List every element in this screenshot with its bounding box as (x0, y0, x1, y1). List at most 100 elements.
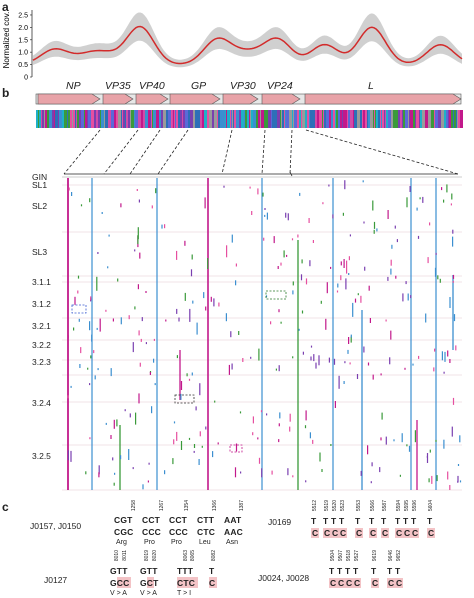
gene-vp30: VP30 (230, 80, 256, 92)
mutation-tick (426, 453, 429, 463)
mutation-tick (273, 236, 275, 244)
strip-cell (138, 110, 140, 128)
alt-codon-4: CTC (197, 527, 216, 537)
mutation-tick (348, 337, 350, 344)
strip-cell (374, 110, 375, 128)
mutation-tick (444, 351, 446, 362)
strip-cell (451, 110, 453, 128)
strip-cell (370, 110, 373, 128)
strip-cell (307, 110, 309, 128)
mutation-tick (87, 367, 89, 370)
mutation-tick (78, 318, 80, 322)
zoom-line (305, 129, 459, 175)
mutation-tick (89, 198, 91, 203)
mutation-tick (132, 342, 134, 353)
mutation-tick (394, 225, 396, 229)
mutation-tick (191, 372, 193, 376)
mutation-tick (298, 328, 300, 331)
mutation-tick (455, 345, 457, 351)
strip-cell (441, 110, 443, 128)
mutation-tick (363, 221, 365, 224)
mutation-tick (428, 478, 430, 483)
hl-g3-1 (117, 577, 131, 588)
mutation-tick (204, 197, 206, 209)
strip-cell (73, 110, 75, 128)
strip-cell (118, 110, 121, 128)
panel-b-label: b (2, 86, 10, 100)
strip-cell (174, 110, 175, 128)
gene-arrow-gp (169, 93, 221, 105)
strip-cell (367, 110, 368, 128)
mutation-tick (210, 296, 212, 302)
aa-2: Pro (144, 539, 155, 546)
strip-cell (250, 110, 251, 128)
mutation-tick (452, 229, 454, 234)
strip-cell (420, 110, 422, 128)
mutation-tick (176, 250, 178, 260)
strip-cell (123, 110, 125, 128)
alt-base: C (369, 528, 378, 538)
mutation-tick (390, 268, 392, 275)
mutation-tick (250, 356, 252, 359)
mutation-tick (437, 275, 439, 280)
mutation-tick (79, 364, 81, 368)
strip-cell (271, 110, 272, 128)
mutation-tick (401, 433, 403, 443)
mutation-tick (235, 263, 237, 267)
strip-cell (301, 110, 302, 128)
mutation-tick (176, 431, 178, 441)
mutation-tick (344, 361, 346, 364)
mutation-tick (203, 292, 205, 299)
mutation-tick (326, 282, 328, 294)
strip-cell (338, 110, 340, 128)
strip-cell (204, 110, 207, 128)
strip-cell (286, 110, 289, 128)
strip-cell (143, 110, 145, 128)
mutation-tick (342, 212, 344, 216)
strip-cell (448, 110, 449, 128)
strip-cell (67, 110, 68, 128)
mutation-tick (393, 439, 395, 442)
mutation-tick (67, 395, 69, 399)
mutation-tick (319, 452, 321, 462)
mutation-tick (457, 464, 460, 466)
strip-cell (94, 110, 96, 128)
mutation-tick (223, 185, 225, 188)
strip-cell (38, 110, 39, 128)
mutation-tick (385, 436, 387, 445)
mutation-tick (446, 184, 448, 193)
ref-codon-1: CGT (114, 515, 133, 525)
codon-group-1: 1258 1267 1354 1366 1387 CGT CCT CCT CTT… (114, 500, 264, 550)
strip-cell (104, 110, 105, 128)
row-label-321: 3.2.1 (32, 321, 51, 331)
ref-base: T (311, 516, 317, 526)
zoom-line (63, 129, 101, 175)
hl-g3-3 (177, 577, 198, 588)
mutation-tick (360, 295, 362, 303)
mutation-tick (312, 439, 314, 444)
mutation-tick (218, 302, 220, 307)
strip-cell (292, 110, 293, 128)
strip-cell (284, 110, 285, 128)
mutation-tick (292, 475, 294, 478)
strip-cell (98, 110, 100, 128)
g3-ref-3: TTT (177, 566, 194, 576)
mutation-tick (105, 422, 107, 425)
mutation-tick (135, 412, 137, 425)
strip-cell (52, 110, 54, 128)
mutation-tick (453, 314, 456, 322)
mutation-tick (176, 355, 178, 359)
mutation-tick (97, 252, 99, 254)
alt-base: C (339, 528, 348, 538)
mutation-tick (391, 244, 393, 249)
gene-gp: GP (191, 80, 207, 92)
strip-cell (108, 110, 111, 128)
strip-cell (363, 110, 365, 128)
mutation-tick (90, 355, 92, 359)
mutation-tick (141, 317, 143, 322)
alt-base: C (353, 578, 362, 588)
alt-codon-5: AAC (224, 527, 244, 537)
strip-cell (256, 110, 258, 128)
mutation-tick (205, 306, 207, 311)
strip-cell (77, 110, 79, 128)
